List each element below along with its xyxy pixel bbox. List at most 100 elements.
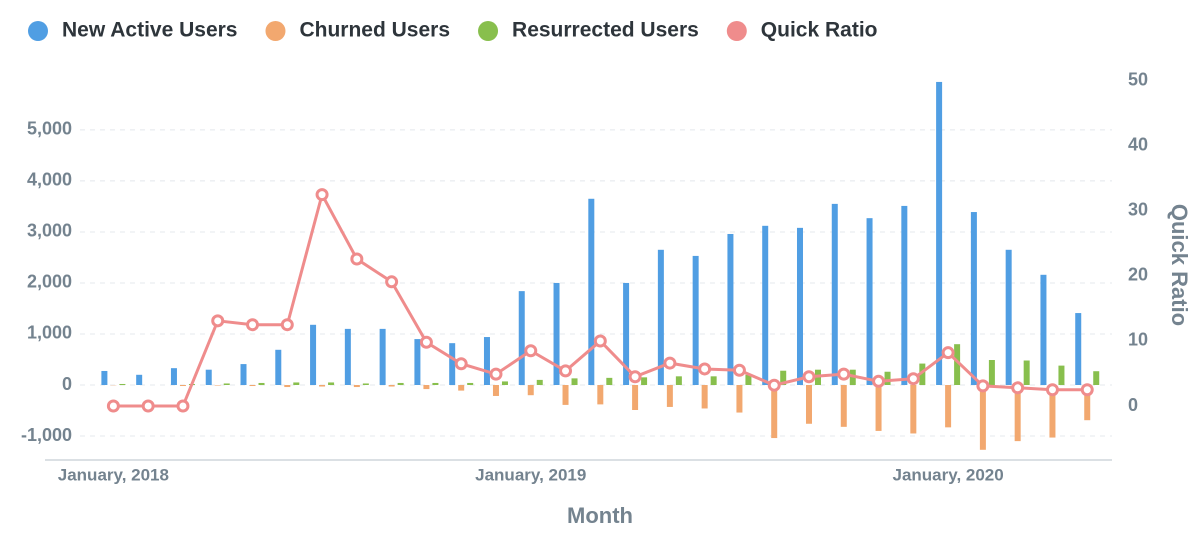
bar (657, 249, 664, 385)
bar (275, 349, 282, 385)
bar (223, 383, 230, 385)
bar (179, 385, 186, 387)
line-point (454, 357, 468, 371)
legend-label: Resurrected Users (512, 19, 699, 42)
bar (745, 374, 752, 385)
bar (884, 371, 891, 385)
bar (388, 385, 395, 387)
line-point (246, 318, 260, 332)
bar (979, 385, 986, 450)
line-point (906, 372, 920, 386)
line-point (698, 362, 712, 376)
bar (501, 381, 508, 385)
bar (1084, 385, 1091, 421)
bar (284, 385, 291, 388)
bar (353, 385, 360, 388)
x-axis-title: Month (567, 503, 633, 528)
bar (344, 328, 351, 385)
line-point (767, 378, 781, 392)
bar (562, 385, 569, 405)
bar (632, 385, 639, 410)
bar (1005, 249, 1012, 385)
bar (449, 343, 456, 385)
bar (970, 212, 977, 385)
bar (240, 364, 247, 385)
bar (379, 328, 386, 385)
bar (258, 382, 265, 385)
bar (397, 382, 404, 385)
bar (727, 233, 734, 385)
bar (692, 255, 699, 385)
bar (553, 282, 560, 385)
bar (328, 382, 335, 385)
bar (1058, 365, 1065, 385)
line-point (837, 367, 851, 381)
bar (423, 385, 430, 390)
bar (536, 379, 543, 385)
bar (771, 385, 778, 439)
bar (597, 385, 604, 405)
bar (205, 369, 212, 385)
legend-marker (265, 21, 286, 41)
y2-tick-label: 50 (1128, 70, 1148, 90)
bar (710, 376, 717, 385)
bar (866, 218, 873, 385)
y2-tick-label: 20 (1128, 265, 1148, 285)
bar (831, 203, 838, 385)
bar (606, 377, 613, 385)
legend-marker (478, 21, 499, 41)
y2-tick-label: 40 (1128, 135, 1148, 155)
bar (170, 368, 177, 385)
y2-tick-label: 0 (1128, 395, 1138, 415)
bar (840, 385, 847, 427)
bar (901, 205, 908, 385)
bar (623, 282, 630, 385)
bar (641, 377, 648, 385)
legend-label: Quick Ratio (761, 19, 878, 42)
line-point (524, 344, 538, 358)
bar (666, 385, 673, 407)
y2-tick-label: 30 (1128, 200, 1148, 220)
line-point (1011, 381, 1025, 395)
bar (483, 337, 490, 385)
legend-marker (726, 21, 747, 41)
y-tick-label: 4,000 (27, 170, 72, 190)
bar (588, 198, 595, 385)
legend-label: Churned Users (299, 19, 450, 42)
bar (1093, 371, 1100, 385)
bar (701, 385, 708, 409)
y-tick-label: 3,000 (27, 221, 72, 241)
bar (527, 385, 534, 396)
line-point (315, 188, 329, 202)
bar (414, 339, 421, 385)
y-tick-label: 2,000 (27, 272, 72, 292)
line-point (141, 399, 155, 413)
bar (467, 382, 474, 385)
line-point (106, 399, 120, 413)
bar (571, 378, 578, 385)
bar (249, 385, 256, 387)
line-point (593, 334, 607, 348)
bar (1049, 385, 1056, 438)
legend-marker (28, 21, 48, 41)
line-point (419, 335, 433, 349)
bar (432, 382, 439, 385)
x-tick-label: January, 2020 (893, 465, 1004, 484)
bar (319, 385, 326, 387)
line-point (976, 379, 990, 393)
bar (875, 385, 882, 431)
bar (310, 324, 317, 385)
line-point (941, 346, 955, 360)
bar (362, 383, 369, 385)
bar (101, 370, 108, 385)
y2-axis-title: Quick Ratio (1167, 204, 1192, 326)
line-point (802, 370, 816, 384)
bar (780, 370, 787, 385)
line-point (663, 356, 677, 370)
line-point (559, 364, 573, 378)
line-point (211, 314, 225, 328)
bar (736, 385, 743, 413)
line-point (176, 399, 190, 413)
line-point (280, 318, 294, 332)
